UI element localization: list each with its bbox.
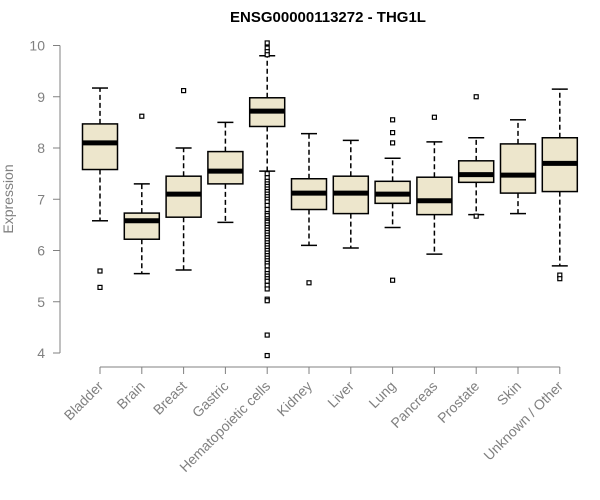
box-iqr bbox=[123, 212, 161, 240]
box-2 bbox=[123, 113, 161, 275]
y-axis: 4 5 6 7 8 9 10 bbox=[29, 38, 61, 361]
outlier-point bbox=[264, 332, 270, 338]
outlier-point bbox=[264, 298, 270, 304]
y-tick-label: 10 bbox=[29, 38, 45, 54]
outlier-point bbox=[306, 280, 312, 286]
box-4 bbox=[207, 121, 244, 224]
x-tick-label: Prostate bbox=[434, 378, 482, 426]
box-8 bbox=[374, 117, 411, 283]
outlier-point bbox=[264, 278, 270, 284]
y-tick-label: 6 bbox=[37, 243, 45, 259]
outlier-point bbox=[181, 87, 187, 94]
outlier-point bbox=[264, 202, 270, 208]
box-1 bbox=[81, 87, 119, 290]
box-10 bbox=[457, 94, 495, 219]
box-iqr bbox=[207, 150, 244, 185]
box-12 bbox=[541, 88, 579, 282]
y-tick-label: 8 bbox=[37, 140, 45, 156]
outlier-point bbox=[264, 263, 270, 269]
chart-title: ENSG00000113272 - THG1L bbox=[230, 9, 426, 26]
outlier-point bbox=[390, 277, 396, 283]
x-tick-label: Lung bbox=[365, 378, 398, 411]
outlier-point bbox=[473, 213, 479, 219]
y-tick-label: 4 bbox=[37, 345, 45, 361]
plot-area bbox=[81, 40, 579, 359]
outlier-point bbox=[264, 352, 270, 359]
outlier-point bbox=[557, 276, 563, 282]
x-tick-label: Liver bbox=[324, 378, 357, 411]
box-iqr bbox=[457, 160, 495, 184]
y-tick-label: 9 bbox=[37, 89, 45, 105]
box-11 bbox=[499, 119, 537, 215]
x-tick-label: Skin bbox=[494, 378, 525, 409]
outlier-point bbox=[139, 113, 145, 119]
outlier-point bbox=[97, 284, 103, 290]
box-iqr bbox=[416, 176, 453, 216]
outlier-point bbox=[390, 130, 396, 136]
outlier-point bbox=[97, 268, 103, 274]
x-tick-label: Kidney bbox=[274, 378, 316, 420]
box-iqr bbox=[165, 175, 202, 218]
outlier-point bbox=[431, 114, 437, 120]
outlier-point bbox=[473, 94, 479, 100]
box-5 bbox=[248, 40, 286, 359]
outlier-point bbox=[264, 171, 270, 177]
box-7 bbox=[332, 139, 370, 249]
y-tick-label: 7 bbox=[37, 191, 45, 207]
box-3 bbox=[165, 87, 202, 271]
outlier-point bbox=[264, 206, 270, 213]
box-6 bbox=[290, 132, 328, 286]
x-tick-label: Brain bbox=[113, 378, 147, 412]
outlier-point bbox=[390, 117, 396, 123]
box-iqr bbox=[81, 123, 119, 171]
outlier-point bbox=[390, 140, 396, 146]
x-tick-label: Bladder bbox=[61, 378, 107, 424]
box-iqr bbox=[499, 143, 537, 194]
outlier-point bbox=[264, 40, 270, 46]
outlier-point bbox=[264, 52, 270, 58]
y-tick-label: 5 bbox=[37, 294, 45, 310]
x-tick-label: Breast bbox=[150, 378, 190, 418]
outlier-point bbox=[264, 286, 270, 292]
box-9 bbox=[416, 114, 453, 255]
x-tick-label: Unknown / Other bbox=[480, 378, 566, 464]
y-axis-title: Expression bbox=[0, 164, 16, 233]
